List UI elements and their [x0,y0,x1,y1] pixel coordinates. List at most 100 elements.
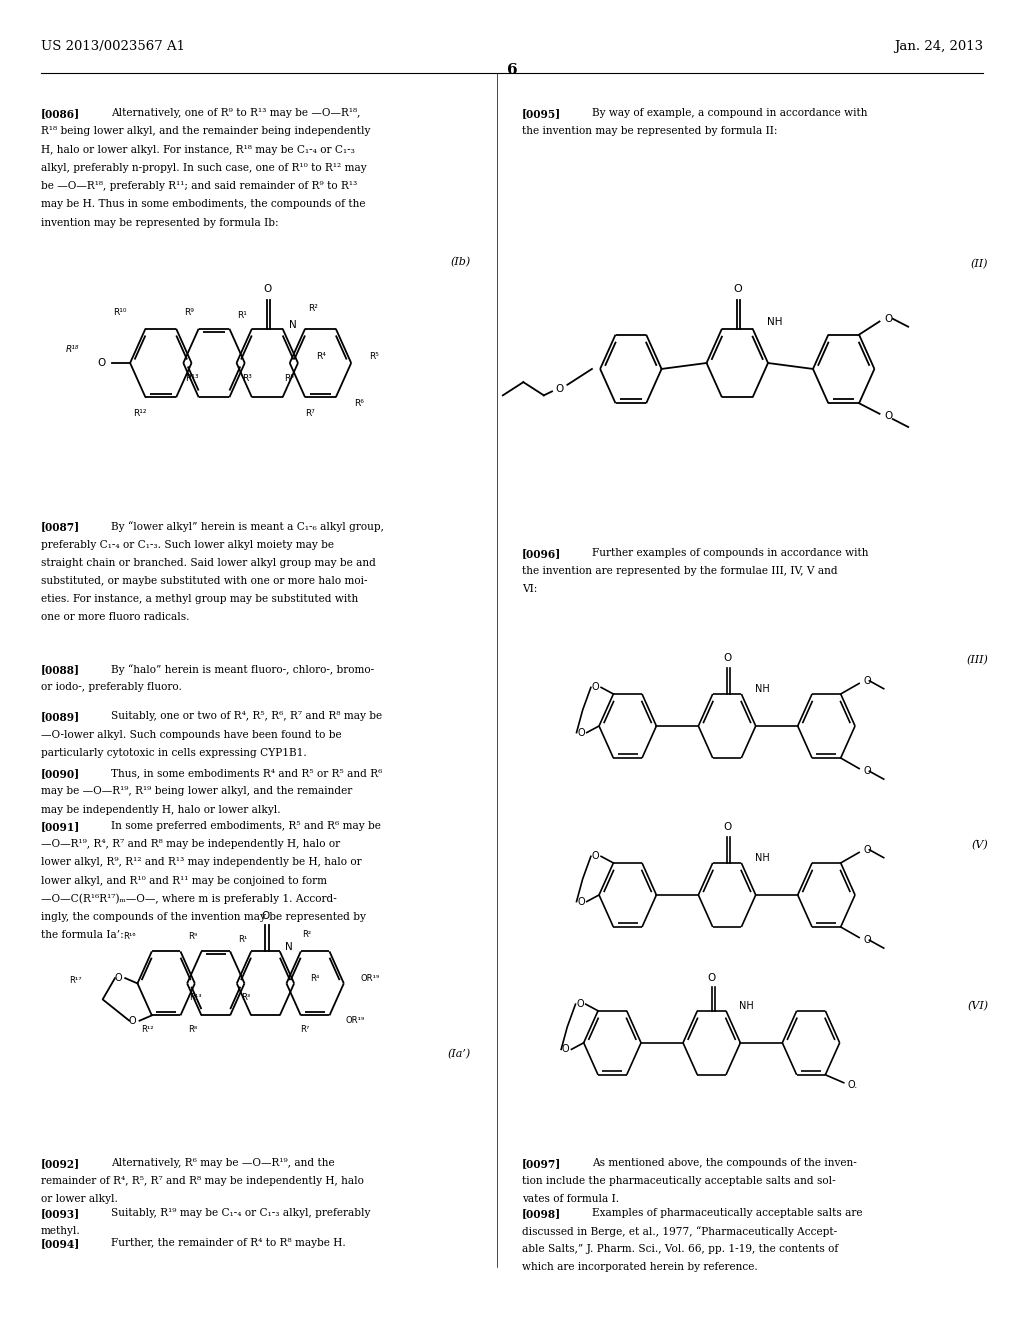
Text: R³: R³ [242,375,252,383]
Text: NH: NH [755,684,769,694]
Text: —O-lower alkyl. Such compounds have been found to be: —O-lower alkyl. Such compounds have been… [41,730,342,739]
Text: By way of example, a compound in accordance with: By way of example, a compound in accorda… [592,108,867,119]
Text: vates of formula I.: vates of formula I. [522,1195,620,1204]
Text: Thus, in some embodiments R⁴ and R⁵ or R⁵ and R⁶: Thus, in some embodiments R⁴ and R⁵ or R… [111,768,382,779]
Text: NH: NH [767,317,782,327]
Text: R²: R² [302,929,311,939]
Text: R⁸: R⁸ [188,1026,198,1035]
Text: [0096]: [0096] [522,548,561,558]
Text: R⁴: R⁴ [316,352,327,360]
Text: O: O [261,911,269,921]
Text: —O—C(R¹⁶R¹⁷)ₘ—O—, where m is preferably 1. Accord-: —O—C(R¹⁶R¹⁷)ₘ—O—, where m is preferably … [41,894,337,904]
Text: may be independently H, halo or lower alkyl.: may be independently H, halo or lower al… [41,805,281,814]
Text: O: O [97,358,105,368]
Text: Suitably, R¹⁹ may be C₁-₄ or C₁-₃ alkyl, preferably: Suitably, R¹⁹ may be C₁-₄ or C₁-₃ alkyl,… [111,1208,370,1218]
Text: R¹²: R¹² [141,1026,154,1035]
Text: US 2013/0023567 A1: US 2013/0023567 A1 [41,40,185,53]
Text: 6: 6 [507,63,517,78]
Text: VI:: VI: [522,585,538,594]
Text: R⁶: R⁶ [354,400,365,408]
Text: [0087]: [0087] [41,521,80,532]
Text: particularly cytotoxic in cells expressing CYP1B1.: particularly cytotoxic in cells expressi… [41,748,307,758]
Text: [0089]: [0089] [41,711,80,722]
Text: [0092]: [0092] [41,1158,80,1168]
Text: R⁷: R⁷ [305,409,315,417]
Text: eties. For instance, a methyl group may be substituted with: eties. For instance, a methyl group may … [41,594,358,605]
Text: lower alkyl, and R¹⁰ and R¹¹ may be conjoined to form: lower alkyl, and R¹⁰ and R¹¹ may be conj… [41,875,327,886]
Text: O: O [263,284,271,294]
Text: R⁹: R⁹ [183,309,194,317]
Text: O: O [129,1015,136,1026]
Text: R⁵: R⁵ [370,352,380,360]
Text: (V): (V) [972,840,988,850]
Text: O: O [723,653,731,664]
Text: R¹³: R¹³ [185,375,199,383]
Text: R⁴: R⁴ [310,974,319,982]
Text: —O—R¹⁹, R⁴, R⁷ and R⁸ may be independently H, halo or: —O—R¹⁹, R⁴, R⁷ and R⁸ may be independent… [41,840,340,849]
Text: or lower alkyl.: or lower alkyl. [41,1195,118,1204]
Text: [0094]: [0094] [41,1238,80,1249]
Text: O: O [863,676,870,686]
Text: O: O [115,973,122,983]
Text: discussed in Berge, et al., 1977, “Pharmaceutically Accept-: discussed in Berge, et al., 1977, “Pharm… [522,1226,838,1237]
Text: Further, the remainder of R⁴ to R⁸ maybe H.: Further, the remainder of R⁴ to R⁸ maybe… [111,1238,345,1249]
Text: O: O [863,935,870,945]
Text: straight chain or branched. Said lower alkyl group may be and: straight chain or branched. Said lower a… [41,558,376,568]
Text: able Salts,” J. Pharm. Sci., Vol. 66, pp. 1-19, the contents of: able Salts,” J. Pharm. Sci., Vol. 66, pp… [522,1245,839,1254]
Text: [0088]: [0088] [41,664,80,675]
Text: R¹⁶: R¹⁶ [123,932,135,941]
Text: O: O [863,766,870,776]
Text: [0098]: [0098] [522,1208,561,1218]
Text: the formula Ia’:: the formula Ia’: [41,931,124,940]
Text: the invention may be represented by formula II:: the invention may be represented by form… [522,127,778,136]
Text: Further examples of compounds in accordance with: Further examples of compounds in accorda… [592,548,868,558]
Text: O: O [578,727,585,738]
Text: [0091]: [0091] [41,821,80,832]
Text: Alternatively, R⁶ may be —O—R¹⁹, and the: Alternatively, R⁶ may be —O—R¹⁹, and the [111,1158,334,1168]
Text: [0097]: [0097] [522,1158,561,1168]
Text: lower alkyl, R⁹, R¹² and R¹³ may independently be H, halo or: lower alkyl, R⁹, R¹² and R¹³ may indepen… [41,858,361,867]
Text: invention may be represented by formula Ib:: invention may be represented by formula … [41,218,279,227]
Text: methyl.: methyl. [41,1226,81,1236]
Text: may be —O—R¹⁹, R¹⁹ being lower alkyl, and the remainder: may be —O—R¹⁹, R¹⁹ being lower alkyl, an… [41,787,352,796]
Text: As mentioned above, the compounds of the inven-: As mentioned above, the compounds of the… [592,1158,857,1168]
Text: R⁷: R⁷ [300,1026,309,1035]
Text: R¹⁸: R¹⁸ [66,346,79,354]
Text: [0093]: [0093] [41,1208,80,1218]
Text: O: O [592,682,599,693]
Text: O: O [578,896,585,907]
Text: [0086]: [0086] [41,108,80,119]
Text: O: O [592,851,599,862]
Text: O: O [555,384,563,393]
Text: H, halo or lower alkyl. For instance, R¹⁸ may be C₁-₄ or C₁-₃: H, halo or lower alkyl. For instance, R¹… [41,145,355,154]
Text: (VI): (VI) [967,1001,988,1011]
Text: (II): (II) [971,259,988,269]
Text: N: N [289,319,297,330]
Text: be —O—R¹⁸, preferably R¹¹; and said remainder of R⁹ to R¹³: be —O—R¹⁸, preferably R¹¹; and said rema… [41,181,357,191]
Text: O: O [733,284,741,294]
Text: OR¹⁹: OR¹⁹ [360,974,380,982]
Text: the invention are represented by the formulae III, IV, V and: the invention are represented by the for… [522,566,838,576]
Text: R¹⁷: R¹⁷ [70,977,82,985]
Text: R¹³: R¹³ [189,994,202,1002]
Text: may be H. Thus in some embodiments, the compounds of the: may be H. Thus in some embodiments, the … [41,199,366,210]
Text: R¹⁰: R¹⁰ [114,309,127,317]
Text: In some preferred embodiments, R⁵ and R⁶ may be: In some preferred embodiments, R⁵ and R⁶… [111,821,381,832]
Text: [0090]: [0090] [41,768,80,779]
Text: preferably C₁-₄ or C₁-₃. Such lower alkyl moiety may be: preferably C₁-₄ or C₁-₃. Such lower alky… [41,540,334,549]
Text: one or more fluoro radicals.: one or more fluoro radicals. [41,612,189,623]
Text: Suitably, one or two of R⁴, R⁵, R⁶, R⁷ and R⁸ may be: Suitably, one or two of R⁴, R⁵, R⁶, R⁷ a… [111,711,382,722]
Text: O: O [562,1044,569,1055]
Text: NH: NH [739,1001,754,1011]
Text: Jan. 24, 2013: Jan. 24, 2013 [894,40,983,53]
Text: O: O [708,973,716,983]
Text: O: O [885,412,893,421]
Text: N: N [285,942,293,953]
Text: or iodo-, preferably fluoro.: or iodo-, preferably fluoro. [41,682,182,692]
Text: (Ia’): (Ia’) [447,1049,471,1060]
Text: ingly, the compounds of the invention may be represented by: ingly, the compounds of the invention ma… [41,912,366,923]
Text: substituted, or maybe substituted with one or more halo moi-: substituted, or maybe substituted with o… [41,576,368,586]
Text: Alternatively, one of R⁹ to R¹³ may be —O—R¹⁸,: Alternatively, one of R⁹ to R¹³ may be —… [111,108,360,119]
Text: R⁸: R⁸ [285,375,295,383]
Text: R⁹: R⁹ [188,932,198,941]
